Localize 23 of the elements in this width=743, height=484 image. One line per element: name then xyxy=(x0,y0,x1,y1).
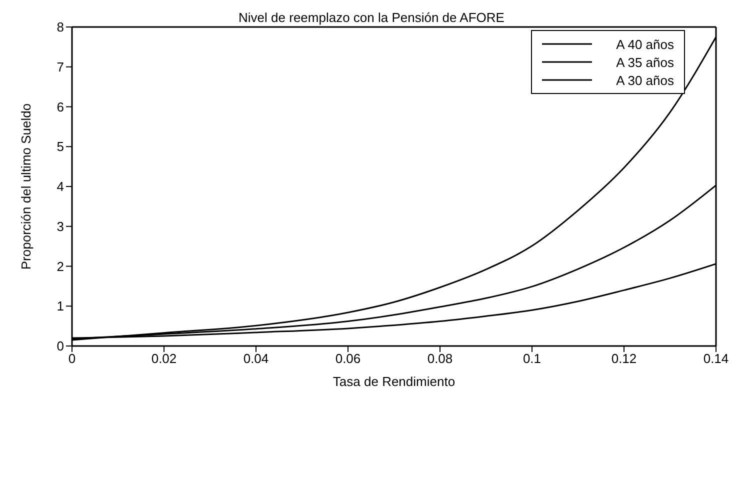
chart-title: Nivel de reemplazo con la Pensión de AFORE xyxy=(238,10,504,25)
y-tick-label: 1 xyxy=(56,298,64,314)
y-tick-label: 0 xyxy=(56,338,64,354)
y-tick-label: 3 xyxy=(56,218,64,234)
legend-label: A 30 años xyxy=(616,72,674,88)
y-tick-label: 2 xyxy=(56,258,64,274)
x-tick-label: 0.08 xyxy=(427,351,453,366)
x-axis-title: Tasa de Rendimiento xyxy=(332,374,456,389)
x-tick-label: 0.06 xyxy=(335,351,361,366)
y-tick-label: 5 xyxy=(56,139,64,154)
x-tick-label: 0.12 xyxy=(611,351,637,366)
x-tick-label: 0.02 xyxy=(151,351,177,366)
x-tick-label: 0.14 xyxy=(703,351,729,366)
x-tick-label: 0 xyxy=(68,351,76,366)
x-tick-label: 0.04 xyxy=(243,351,269,366)
y-tick-label: 7 xyxy=(56,59,64,74)
y-tick-label: 6 xyxy=(56,99,64,114)
legend-label: A 40 años xyxy=(616,36,674,52)
legend-label: A 35 años xyxy=(616,54,674,70)
x-tick-label: 0.1 xyxy=(522,351,542,366)
y-tick-label: 4 xyxy=(56,179,64,194)
y-tick-label: 8 xyxy=(56,20,64,35)
y-axis-title: Proporción del ultimo Sueldo xyxy=(18,103,34,270)
